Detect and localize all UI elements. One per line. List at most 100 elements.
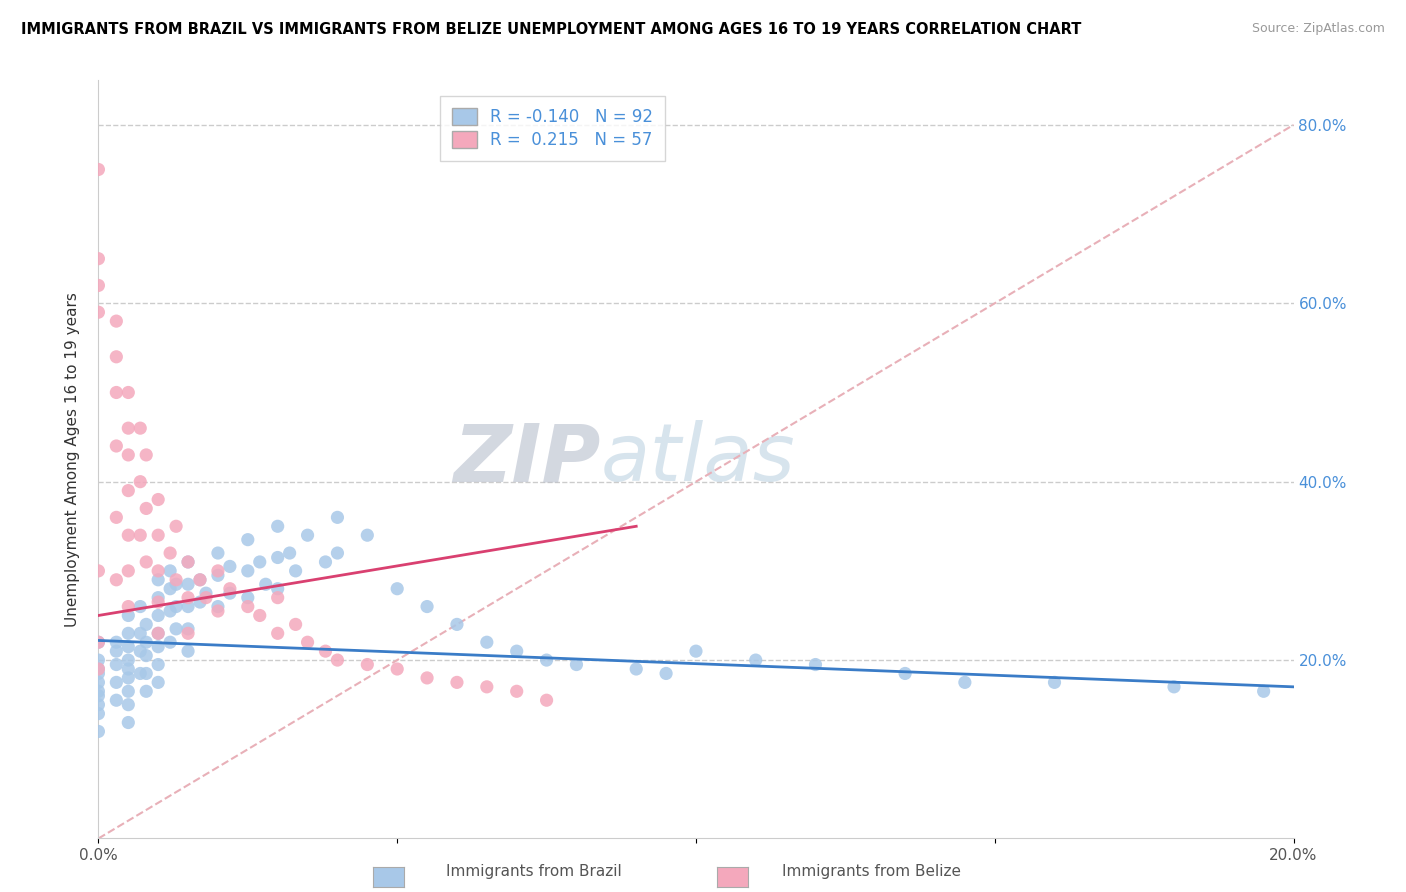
Point: [159, 546, 181, 560]
Point: [356, 657, 378, 672]
Point: [297, 635, 319, 649]
Point: [129, 644, 152, 658]
Point: [267, 550, 290, 565]
Legend: R = -0.140   N = 92, R =  0.215   N = 57: R = -0.140 N = 92, R = 0.215 N = 57: [440, 96, 665, 161]
Point: [536, 653, 558, 667]
Point: [148, 626, 170, 640]
Point: [148, 657, 170, 672]
Point: [117, 715, 139, 730]
Y-axis label: Unemployment Among Ages 16 to 19 years: Unemployment Among Ages 16 to 19 years: [65, 292, 80, 627]
Point: [87, 662, 110, 676]
Point: [135, 448, 157, 462]
Point: [536, 693, 558, 707]
Point: [159, 635, 181, 649]
Point: [1163, 680, 1185, 694]
Point: [745, 653, 768, 667]
Point: [129, 475, 152, 489]
Point: [236, 564, 259, 578]
Point: [117, 599, 139, 614]
Point: [165, 622, 187, 636]
Text: atlas: atlas: [600, 420, 796, 499]
Point: [87, 675, 110, 690]
Point: [105, 657, 128, 672]
Point: [188, 573, 211, 587]
Point: [117, 448, 139, 462]
Point: [236, 533, 259, 547]
Point: [148, 528, 170, 542]
Point: [267, 591, 290, 605]
Point: [165, 577, 187, 591]
Point: [236, 591, 259, 605]
Point: [105, 510, 128, 524]
Point: [135, 555, 157, 569]
Point: [249, 555, 271, 569]
Point: [148, 564, 170, 578]
Point: [315, 555, 337, 569]
Point: [105, 314, 128, 328]
Point: [159, 582, 181, 596]
Point: [446, 675, 468, 690]
Point: [207, 546, 229, 560]
Point: [105, 635, 128, 649]
Point: [87, 662, 110, 676]
Point: [87, 689, 110, 703]
Point: [135, 684, 157, 698]
Point: [356, 528, 378, 542]
Point: [506, 644, 529, 658]
Point: [565, 657, 588, 672]
Point: [117, 640, 139, 654]
Point: [129, 626, 152, 640]
Point: [207, 604, 229, 618]
Point: [148, 492, 170, 507]
Point: [475, 680, 498, 694]
Point: [148, 626, 170, 640]
Point: [249, 608, 271, 623]
Point: [219, 586, 242, 600]
Point: [326, 653, 349, 667]
Point: [105, 573, 128, 587]
Point: [129, 599, 152, 614]
Point: [87, 666, 110, 681]
Text: Immigrants from Belize: Immigrants from Belize: [782, 864, 962, 879]
Point: [117, 483, 139, 498]
Point: [87, 653, 110, 667]
Point: [135, 617, 157, 632]
Point: [117, 662, 139, 676]
Point: [254, 577, 277, 591]
Point: [117, 385, 139, 400]
Point: [284, 564, 307, 578]
Point: [87, 684, 110, 698]
Point: [117, 528, 139, 542]
Point: [117, 564, 139, 578]
Point: [267, 626, 290, 640]
Point: [385, 582, 409, 596]
Point: [177, 622, 200, 636]
Point: [129, 528, 152, 542]
Point: [655, 666, 678, 681]
Point: [195, 586, 218, 600]
Point: [87, 305, 110, 319]
Point: [148, 595, 170, 609]
Text: Source: ZipAtlas.com: Source: ZipAtlas.com: [1251, 22, 1385, 36]
Point: [117, 684, 139, 698]
Point: [177, 555, 200, 569]
Point: [475, 635, 498, 649]
Point: [219, 559, 242, 574]
Point: [87, 698, 110, 712]
Point: [148, 640, 170, 654]
Point: [129, 666, 152, 681]
Point: [188, 595, 211, 609]
Point: [87, 635, 110, 649]
Point: [236, 599, 259, 614]
Point: [177, 591, 200, 605]
Point: [177, 626, 200, 640]
Point: [207, 568, 229, 582]
Point: [177, 577, 200, 591]
Point: [135, 501, 157, 516]
Point: [188, 573, 211, 587]
Point: [87, 706, 110, 721]
Point: [159, 604, 181, 618]
Text: IMMIGRANTS FROM BRAZIL VS IMMIGRANTS FROM BELIZE UNEMPLOYMENT AMONG AGES 16 TO 1: IMMIGRANTS FROM BRAZIL VS IMMIGRANTS FRO…: [21, 22, 1081, 37]
Point: [105, 675, 128, 690]
Point: [105, 439, 128, 453]
